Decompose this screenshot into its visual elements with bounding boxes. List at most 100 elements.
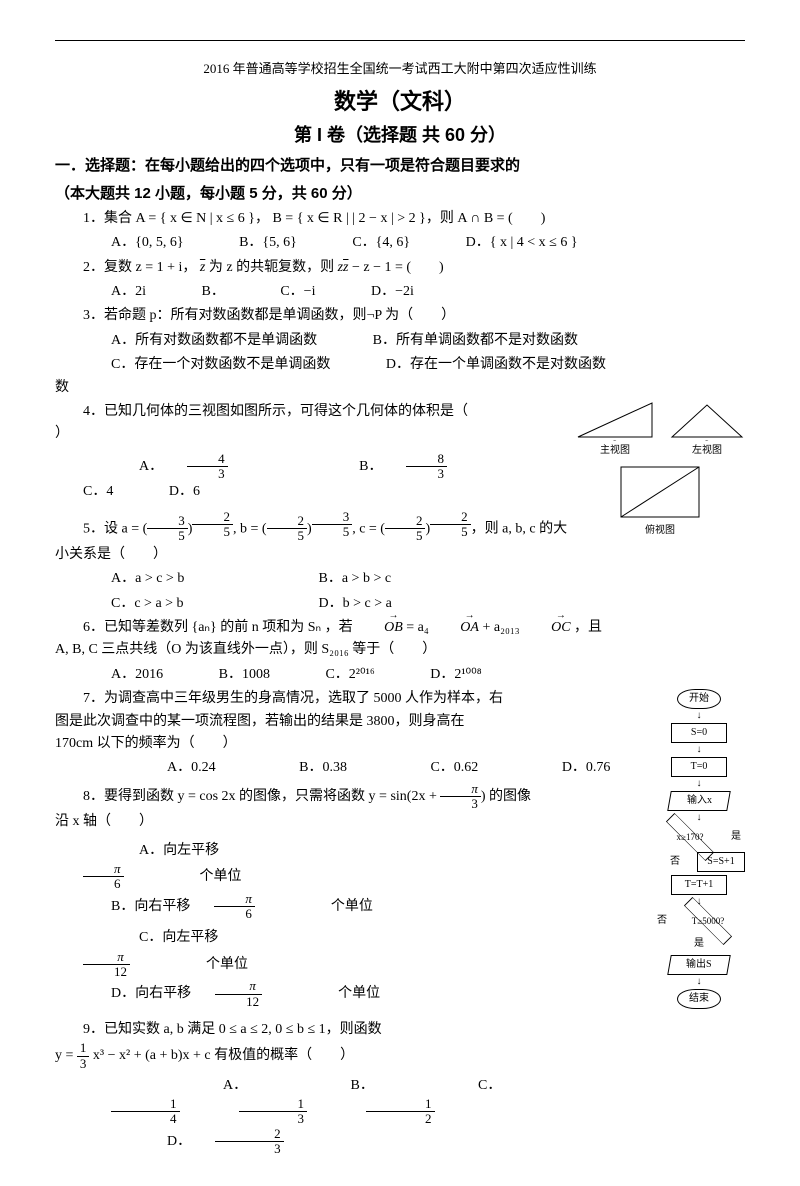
section-sub: （本大题共 12 小题，每小题 5 分，共 60 分）	[55, 182, 745, 206]
arrow-down-icon: ↓	[653, 746, 745, 754]
no-label: 否	[666, 854, 684, 870]
arrow-down-icon: ↓	[653, 780, 745, 788]
q8-opt-d: D．向右平移 π12 个单位	[55, 979, 404, 1009]
frac-icon: 83	[406, 452, 471, 482]
frac-icon: 14	[111, 1097, 204, 1127]
q6-options: A．2016 B．1008 C．2²⁰¹⁶ D．2¹⁰⁰⁸	[55, 664, 745, 686]
frac-icon: 25	[192, 510, 233, 540]
frac-icon: π6	[83, 862, 148, 892]
q9-y: y =	[55, 1048, 77, 1063]
svg-text:3: 3	[613, 439, 618, 441]
q7-l2: 图是此次调查中的某一项流程图，若输出的结果是 3800，则身高在	[55, 711, 647, 733]
q5-c: , b = (	[233, 521, 267, 536]
q7-opt-c: C．0.62	[374, 757, 478, 779]
arrow-down-icon: ↓	[653, 978, 745, 986]
q3-opt-c: C．存在一个对数函数不是单调函数	[83, 354, 330, 376]
q7-opt-d: D．0.76	[506, 757, 611, 779]
q4-a-label: A．	[111, 456, 163, 478]
q8-b: ) 的图像	[481, 789, 531, 804]
q3-opt-b: B．所有单调函数都不是对数函数	[345, 330, 578, 352]
q5-a: 5．设 a = (	[83, 521, 147, 536]
q7-options: A．0.24 B．0.38 C．0.62 D．0.76	[55, 757, 647, 779]
q6-opt-d: D．2¹⁰⁰⁸	[402, 664, 481, 686]
section-heading: 一．选择题：在每小题给出的四个选项中，只有一项是符合题目要求的	[55, 154, 745, 178]
q5-opt-b: B．a > b > c	[291, 568, 392, 590]
q4-opt-b: B． 83	[303, 452, 495, 482]
q2-opt-b: B．	[174, 281, 225, 303]
q2-a: 2．复数 z = 1 + i，	[83, 260, 196, 275]
flow-start: 开始	[677, 689, 721, 709]
q4-opt-a: A．43	[83, 452, 276, 482]
frac-icon: 35	[312, 510, 353, 540]
q4-options: A．43 B． 83 C．4 D．6	[55, 452, 575, 504]
frac-icon: 25	[267, 514, 308, 544]
q2-options: A．2i B． C．−i D．−2i	[55, 281, 745, 303]
q1-opt-c: C．{4, 6}	[324, 232, 410, 254]
q3-opt-a: A．所有对数函数都不是单调函数	[83, 330, 317, 352]
q3-row2: C．存在一个对数函数不是单调函数 D．存在一个单调函数不是对数函数	[55, 354, 745, 376]
title-main: 数学（文科）	[55, 84, 745, 119]
q3-opt-d: D．存在一个单调函数不是对数函数	[358, 354, 606, 376]
flow-decision1-row: x≥170? 是	[653, 822, 745, 852]
q4-opt-d: D．6	[141, 481, 200, 503]
z-bar-icon: z	[200, 260, 205, 275]
q5-d: , c = (	[352, 521, 385, 536]
frac-icon: π12	[83, 950, 154, 980]
q7-9-row: 7．为调查高中三年级男生的身高情况，选取了 5000 人作为样本，右 图是此次调…	[55, 686, 745, 1156]
q1-opt-a: A．{0, 5, 6}	[83, 232, 184, 254]
frac-icon: π6	[214, 892, 279, 922]
q4-close: ）	[55, 423, 575, 445]
q7-l1: 7．为调查高中三年级男生的身高情况，选取了 5000 人作为样本，右	[55, 688, 647, 710]
q6-b: ，且	[574, 620, 602, 635]
q2-opt-d: D．−2i	[343, 281, 414, 303]
q5-row2: C．c > a > b D．b > c > a	[55, 593, 575, 615]
flow-t0: T=0	[671, 757, 727, 777]
q6-plus: + a₂₀₁₃	[482, 620, 519, 635]
triangle-icon: 3	[669, 399, 745, 441]
q8-stem: 8．要得到函数 y = cos 2x 的图像，只需将函数 y = sin(2x …	[55, 782, 647, 812]
flow-output: 输出S	[667, 955, 731, 975]
yes-label2: 是	[690, 936, 708, 952]
flow-decision1: x≥170?	[662, 825, 718, 849]
q9-opt-c: C．12	[366, 1075, 466, 1127]
q7-opt-b: B．0.38	[243, 757, 347, 779]
q8-row2: C．向左平移 π12 个单位 D．向右平移 π12 个单位	[55, 927, 647, 1009]
vector-oc-icon: OC	[523, 617, 570, 639]
q7-l3: 170cm 以下的频率为（ ）	[55, 733, 647, 755]
arrow-down-icon: ↓	[653, 712, 745, 720]
frac-icon: 13	[77, 1041, 90, 1071]
frac-icon: π12	[215, 979, 286, 1009]
q1-options: A．{0, 5, 6} B．{5, 6} C．{4, 6} D．{ x | 4 …	[55, 232, 745, 254]
frac-icon: 23	[215, 1127, 308, 1157]
flowchart-figure: 开始 ↓ S=0 ↓ T=0 ↓ 输入x ↓ x≥170? 是 否 S=S+1 …	[653, 686, 745, 1012]
no-label2: 否	[653, 913, 671, 929]
q4-stem: 4．已知几何体的三视图如图所示，可得这个几何体的体积是（	[55, 401, 575, 423]
q9-opt-b: B．13	[239, 1075, 339, 1127]
frac-icon: 13	[239, 1097, 332, 1127]
three-view-figure: 3 2 主视图 3 左视图 3 俯视图	[575, 399, 745, 539]
q3-row1: A．所有对数函数都不是单调函数 B．所有单调函数都不是对数函数	[55, 330, 745, 352]
q9-b: x³ − x² + (a + b)x + c 有极值的概率（ ）	[89, 1048, 354, 1063]
q6-eq: = a₄	[406, 620, 429, 635]
q5-row1: A．a > c > b B．a > b > c	[55, 568, 575, 590]
q8-opt-b: B．向右平移 π6 个单位	[55, 892, 397, 922]
frac-icon: π3	[440, 782, 481, 812]
front-view: 3 2 主视图	[575, 399, 655, 459]
q8-opt-a: A．向左平移 π6 个单位	[83, 840, 293, 892]
q4-b-label: B．	[331, 456, 382, 478]
top-rule	[55, 40, 745, 41]
q4-opt-c: C．4	[55, 481, 113, 503]
z-bar2: z	[343, 260, 348, 275]
q8-stem2: 沿 x 轴（ ）	[55, 811, 647, 833]
front-view-label: 主视图	[575, 443, 655, 459]
q2-b: 为 z 的共轭复数，则	[209, 260, 338, 275]
flow-decision2-row: 否 T≥5000?	[653, 906, 745, 936]
frac-icon: 25	[385, 514, 426, 544]
q2-stem: 2．复数 z = 1 + i， z 为 z 的共轭复数，则 zz − z − 1…	[55, 257, 745, 279]
q2-opt-c: C．−i	[252, 281, 315, 303]
q5-opt-c: C．c > a > b	[83, 593, 263, 615]
top-view-label: 俯视图	[575, 523, 745, 539]
q5-stem: 5．设 a = (35)25, b = (25)35, c = (25)25，则…	[55, 510, 575, 566]
triangle-icon: 3 2	[575, 399, 655, 441]
q6-stem2: A, B, C 三点共线（O 为该直线外一点），则 S₂₀₁₆ 等于（ ）	[55, 639, 745, 661]
